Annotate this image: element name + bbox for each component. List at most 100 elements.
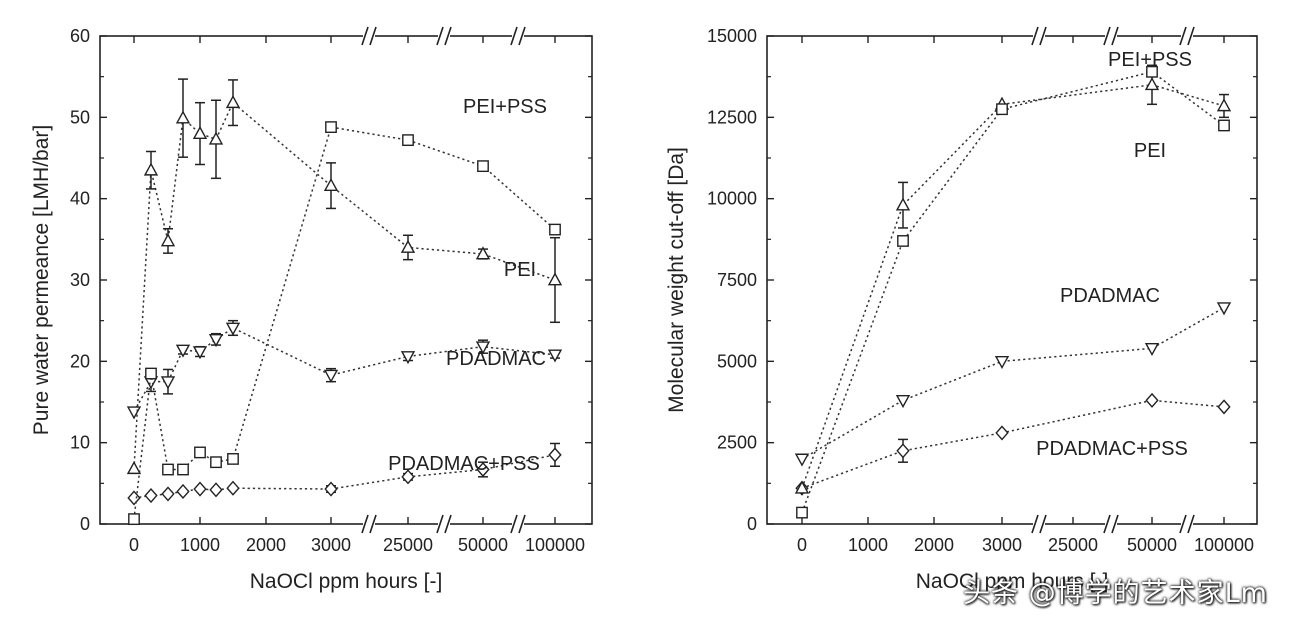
axis-break-gap — [1105, 521, 1117, 527]
series-pdadmac — [794, 302, 1232, 467]
x-tick-label: 25000 — [1048, 535, 1098, 555]
y-tick-label: 50 — [70, 107, 90, 127]
data-point — [1145, 392, 1159, 408]
data-point — [995, 425, 1009, 441]
data-point — [794, 453, 810, 467]
x-tick-label: 50000 — [458, 535, 508, 555]
y-tick-label: 60 — [70, 26, 90, 46]
y-tick-label: 0 — [747, 514, 757, 534]
axis-break-mark — [436, 26, 444, 46]
y-tick-label: 12500 — [707, 107, 757, 127]
axis-break-mark — [436, 514, 444, 534]
x-tick-label: 1000 — [848, 535, 888, 555]
panel-2: 0 2500 5000 7500 10000 12500 15000 0 1000 2000 300… — [665, 26, 1258, 593]
data-point — [1146, 65, 1158, 78]
y-axis: 0 10 20 30 40 50 60 — [70, 26, 592, 534]
watermark: 头条 @博学的艺术家Lm — [963, 578, 1268, 609]
data-point — [160, 376, 176, 390]
data-point — [128, 513, 140, 526]
y-tick-label: 2500 — [717, 433, 757, 453]
data-point — [475, 246, 491, 260]
x-tick-label: 3000 — [311, 535, 351, 555]
x-tick-label: 25000 — [383, 535, 433, 555]
data-point — [175, 110, 191, 124]
series-line — [801, 307, 1225, 460]
axis-break-mark — [444, 514, 452, 534]
data-point — [194, 446, 206, 459]
data-point — [175, 344, 191, 358]
data-point — [144, 487, 158, 504]
x-tick-label: 0 — [797, 535, 807, 555]
data-point — [1217, 399, 1231, 415]
axis-break-gap — [512, 521, 524, 527]
data-point — [547, 272, 563, 286]
y-tick-label: 30 — [70, 270, 90, 290]
y-tick-label: 10000 — [707, 189, 757, 209]
axis-break-mark — [1039, 26, 1047, 46]
x-tick-label: 3000 — [982, 535, 1022, 555]
x-tick-label: 50000 — [1127, 535, 1177, 555]
axis-break-mark — [1111, 26, 1119, 46]
axis-break-mark — [1039, 514, 1047, 534]
axis-break-mark — [1031, 514, 1039, 534]
series-pei-plus-pss — [796, 65, 1230, 519]
y-tick-label: 5000 — [717, 351, 757, 371]
data-point — [476, 461, 490, 478]
data-point — [548, 447, 562, 463]
axis-break-mark — [1103, 26, 1111, 46]
data-point — [794, 480, 810, 494]
data-point — [225, 94, 241, 109]
axis-break-mark — [1179, 514, 1187, 534]
annotation-label: PDADMAC+PSS — [388, 453, 540, 475]
data-point — [193, 481, 207, 497]
axis-break-mark — [444, 26, 452, 46]
series-pei — [126, 78, 563, 475]
data-point — [475, 341, 491, 355]
data-point — [1216, 302, 1232, 316]
axis-break-mark — [369, 26, 377, 46]
x-axis-title: NaOCl ppm hours [-] — [916, 570, 1109, 593]
x-tick-label: 2000 — [914, 535, 954, 555]
y-tick-label: 15000 — [707, 26, 757, 46]
data-point — [897, 235, 909, 247]
data-point — [323, 177, 339, 192]
axis-break-gap — [363, 521, 375, 527]
axis-break-gap — [1181, 521, 1193, 527]
x-tick-label: 100000 — [1194, 535, 1254, 555]
series-line — [801, 70, 1225, 513]
x-tick-label: 100000 — [525, 535, 585, 555]
y-tick-label: 0 — [80, 514, 90, 534]
data-point — [323, 369, 339, 383]
data-point — [126, 406, 142, 420]
axis-break-gap — [438, 521, 450, 527]
data-point — [225, 322, 241, 336]
data-point — [895, 197, 911, 211]
axis-break-mark — [518, 514, 526, 534]
axis-break-mark — [1031, 26, 1039, 46]
data-point — [402, 134, 414, 147]
y-tick-label: 40 — [70, 189, 90, 209]
axis-break-mark — [1111, 514, 1119, 534]
x-axis-title: NaOCl ppm hours [-] — [250, 570, 443, 593]
data-point — [162, 463, 174, 476]
series-pei — [794, 64, 1232, 494]
y-tick-label: 20 — [70, 351, 90, 371]
x-tick-label: 0 — [129, 535, 139, 555]
axis-break-gap — [1033, 521, 1045, 527]
data-point — [1144, 342, 1160, 357]
data-point — [210, 456, 222, 469]
series-line — [133, 101, 556, 469]
annotation-label: PEI — [1134, 140, 1166, 162]
x-tick-label: 1000 — [180, 535, 220, 555]
data-point — [549, 223, 561, 236]
axis-break-mark — [1187, 514, 1195, 534]
data-point — [994, 355, 1010, 370]
data-point — [143, 162, 159, 176]
axis-break-mark — [510, 26, 518, 46]
axis-break-mark — [361, 26, 369, 46]
data-point — [192, 346, 208, 360]
series-pdadmac-plus-pss — [127, 442, 562, 506]
axis-break-gap — [1033, 33, 1045, 39]
data-point — [325, 121, 337, 133]
